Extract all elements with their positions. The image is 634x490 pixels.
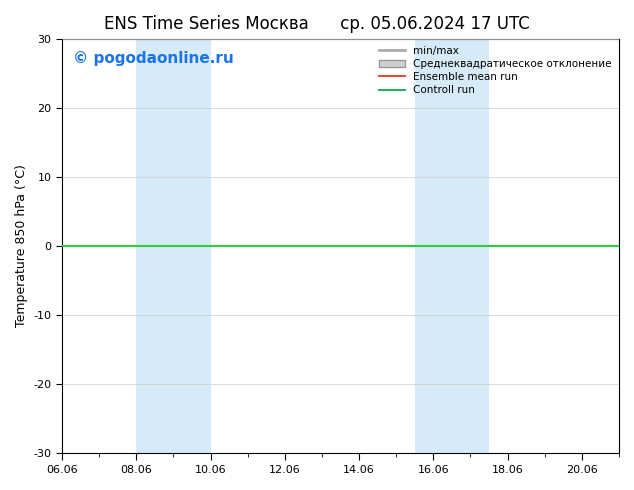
Bar [136,39,210,453]
Legend: min/max, Среднеквадратическое отклонение, Ensemble mean run, Controll run: min/max, Среднеквадратическое отклонение… [375,42,616,99]
Text: © pogodaonline.ru: © pogodaonline.ru [74,51,234,66]
Text: ENS Time Series Москва      ср. 05.06.2024 17 UTC: ENS Time Series Москва ср. 05.06.2024 17… [104,15,530,33]
Y-axis label: Temperature 850 hPa (°C): Temperature 850 hPa (°C) [15,165,28,327]
Bar [415,39,489,453]
